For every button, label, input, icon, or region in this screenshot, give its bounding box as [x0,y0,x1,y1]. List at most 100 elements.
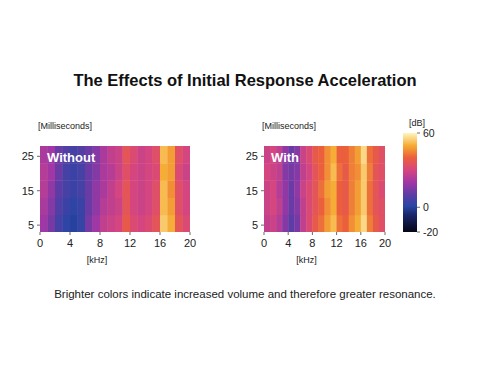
cell [318,198,324,216]
cell [153,180,161,198]
cell [160,146,168,164]
cell [331,146,337,164]
cell [85,180,93,198]
cell [312,198,318,216]
cell [294,180,300,198]
cell [123,146,131,164]
cell [294,198,300,216]
cell [294,215,300,232]
cell [312,163,318,181]
cell [294,163,300,181]
cell [349,180,355,198]
cell [63,215,71,232]
cell [108,146,116,164]
cell [331,180,337,198]
cell [160,180,168,198]
cell [300,163,306,181]
x-tick [288,232,289,235]
colorbar-tick [417,207,420,208]
cell [379,198,385,216]
cell [40,180,48,198]
x-tick-label: 8 [309,237,315,249]
cell [367,146,373,164]
cell [343,163,349,181]
cell [153,198,161,216]
cell [130,198,138,216]
cell [70,163,78,181]
cell [100,198,108,216]
x-tick-label: 20 [379,237,391,249]
cell [325,198,331,216]
cell [145,180,153,198]
x-tick-label: 20 [184,237,196,249]
y-tick-label: 25 [246,150,258,162]
cell [85,163,93,181]
cell [108,180,116,198]
cell [168,198,176,216]
x-tick-label: 4 [67,237,73,249]
cell [93,180,101,198]
cell [373,180,379,198]
cell [108,163,116,181]
x-tick [130,232,131,235]
panel-title: With [271,150,299,165]
cell [282,180,288,198]
cell [183,215,191,232]
cell [318,180,324,198]
cell [355,198,361,216]
cell [48,215,56,232]
cell [70,215,78,232]
cell [48,163,56,181]
x-tick-label: 16 [355,237,367,249]
cell [48,198,56,216]
x-tick-label: 0 [37,237,43,249]
cell [138,180,146,198]
y-tick [261,156,264,157]
x-tick [336,232,337,235]
x-axis-label: [kHz] [87,255,108,265]
x-tick [264,232,265,235]
y-tick [261,190,264,191]
cell [379,146,385,164]
cell [100,180,108,198]
y-tick [37,156,40,157]
cell [361,146,367,164]
cell [379,215,385,232]
cell [175,146,183,164]
cell [337,146,343,164]
cell [85,198,93,216]
cell [276,163,282,181]
cell [100,215,108,232]
cell [270,180,276,198]
cell [343,198,349,216]
cell [337,198,343,216]
cell [367,198,373,216]
panel-title: Without [47,150,96,165]
cell [183,180,191,198]
cell [343,146,349,164]
cell [349,198,355,216]
cell [145,146,153,164]
colorbar-tick [417,232,420,233]
cell [168,180,176,198]
cell [175,215,183,232]
x-tick [385,232,386,235]
cell [40,215,48,232]
cell [138,198,146,216]
cell [355,146,361,164]
y-tick [261,225,264,226]
cell [78,215,86,232]
cell [300,198,306,216]
cell [123,180,131,198]
cell [153,163,161,181]
x-tick [40,232,41,235]
cell [312,180,318,198]
heatmap-chart: Without[Milliseconds][kHz]04812162051525 [22,121,196,265]
cell [306,198,312,216]
cell [183,146,191,164]
y-tick [37,190,40,191]
cell [123,163,131,181]
caption: Brighter colors indicate increased volum… [54,288,436,300]
cell [337,163,343,181]
cell [138,215,146,232]
